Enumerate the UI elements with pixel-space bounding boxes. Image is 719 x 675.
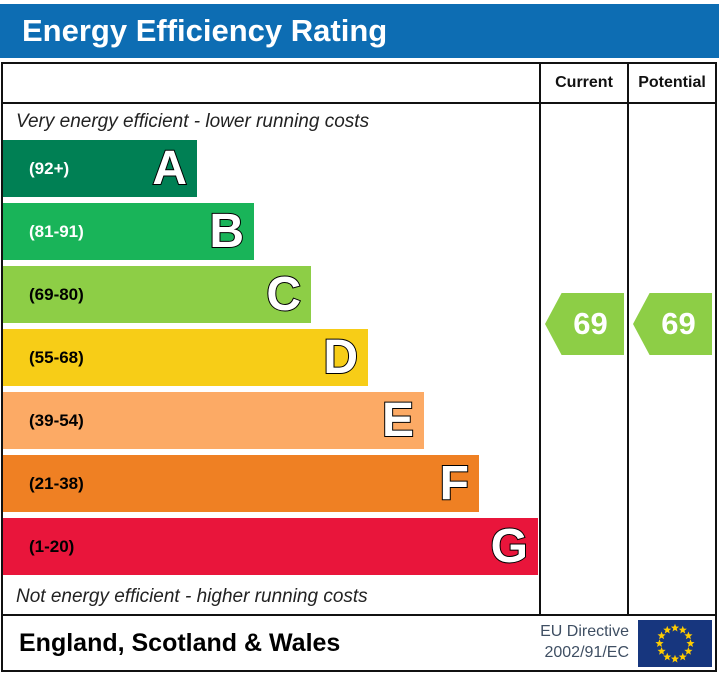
current-rating-arrow: 69	[545, 293, 624, 355]
band-letter: G	[490, 519, 529, 573]
footer: England, Scotland & Wales EU Directive 2…	[3, 616, 715, 670]
potential-column: 69	[627, 104, 715, 614]
header-cell-current: Current	[539, 64, 627, 104]
rating-chart-grid: Current Potential Very energy efficient …	[3, 64, 715, 616]
header-cell-potential: Potential	[627, 64, 715, 104]
potential-rating-arrow: 69	[633, 293, 712, 355]
band-row-c: (69-80) C	[3, 266, 311, 323]
current-column: 69	[539, 104, 627, 614]
band-row-e: (39-54) E	[3, 392, 424, 449]
eu-directive-line2: 2002/91/EC	[544, 644, 629, 661]
header-cell-empty	[3, 64, 539, 104]
page-title: Energy Efficiency Rating	[22, 13, 388, 48]
band-range-label: (81-91)	[29, 221, 84, 241]
title-bar: Energy Efficiency Rating	[0, 4, 719, 58]
band-row-f: (21-38) F	[3, 455, 479, 512]
eu-flag	[638, 619, 712, 667]
band-range-label: (55-68)	[29, 347, 84, 367]
band-letter: C	[265, 267, 302, 321]
band-letter: F	[439, 456, 470, 510]
band-row-a: (92+) A	[3, 140, 197, 197]
eu-directive-label: EU Directive 2002/91/EC	[540, 622, 629, 664]
band-range-label: (92+)	[29, 158, 70, 178]
band-list: (92+) A (81-91) B (69-80) C (55-68) D (39-54) E (2…	[3, 140, 539, 575]
band-letter: E	[381, 393, 415, 447]
band-range-label: (69-80)	[29, 284, 84, 304]
band-row-g: (1-20) G	[3, 518, 538, 575]
footer-right-group: EU Directive 2002/91/EC	[540, 619, 715, 667]
band-letter: B	[208, 204, 245, 258]
band-range-label: (1-20)	[29, 536, 75, 556]
eu-directive-line1: EU Directive	[540, 623, 629, 641]
band-letter: A	[151, 141, 188, 195]
band-row-b: (81-91) B	[3, 203, 254, 260]
band-row-d: (55-68) D	[3, 329, 368, 386]
top-note: Very energy efficient - lower running co…	[16, 111, 370, 132]
band-range-label: (39-54)	[29, 410, 84, 430]
rating-chart-frame: Current Potential Very energy efficient …	[1, 62, 717, 672]
band-letter: D	[322, 330, 359, 384]
band-range-label: (21-38)	[29, 473, 84, 493]
bottom-note: Not energy efficient - higher running co…	[16, 586, 368, 607]
bands-column: Very energy efficient - lower running co…	[3, 104, 539, 614]
footer-region-label: England, Scotland & Wales	[19, 628, 341, 657]
